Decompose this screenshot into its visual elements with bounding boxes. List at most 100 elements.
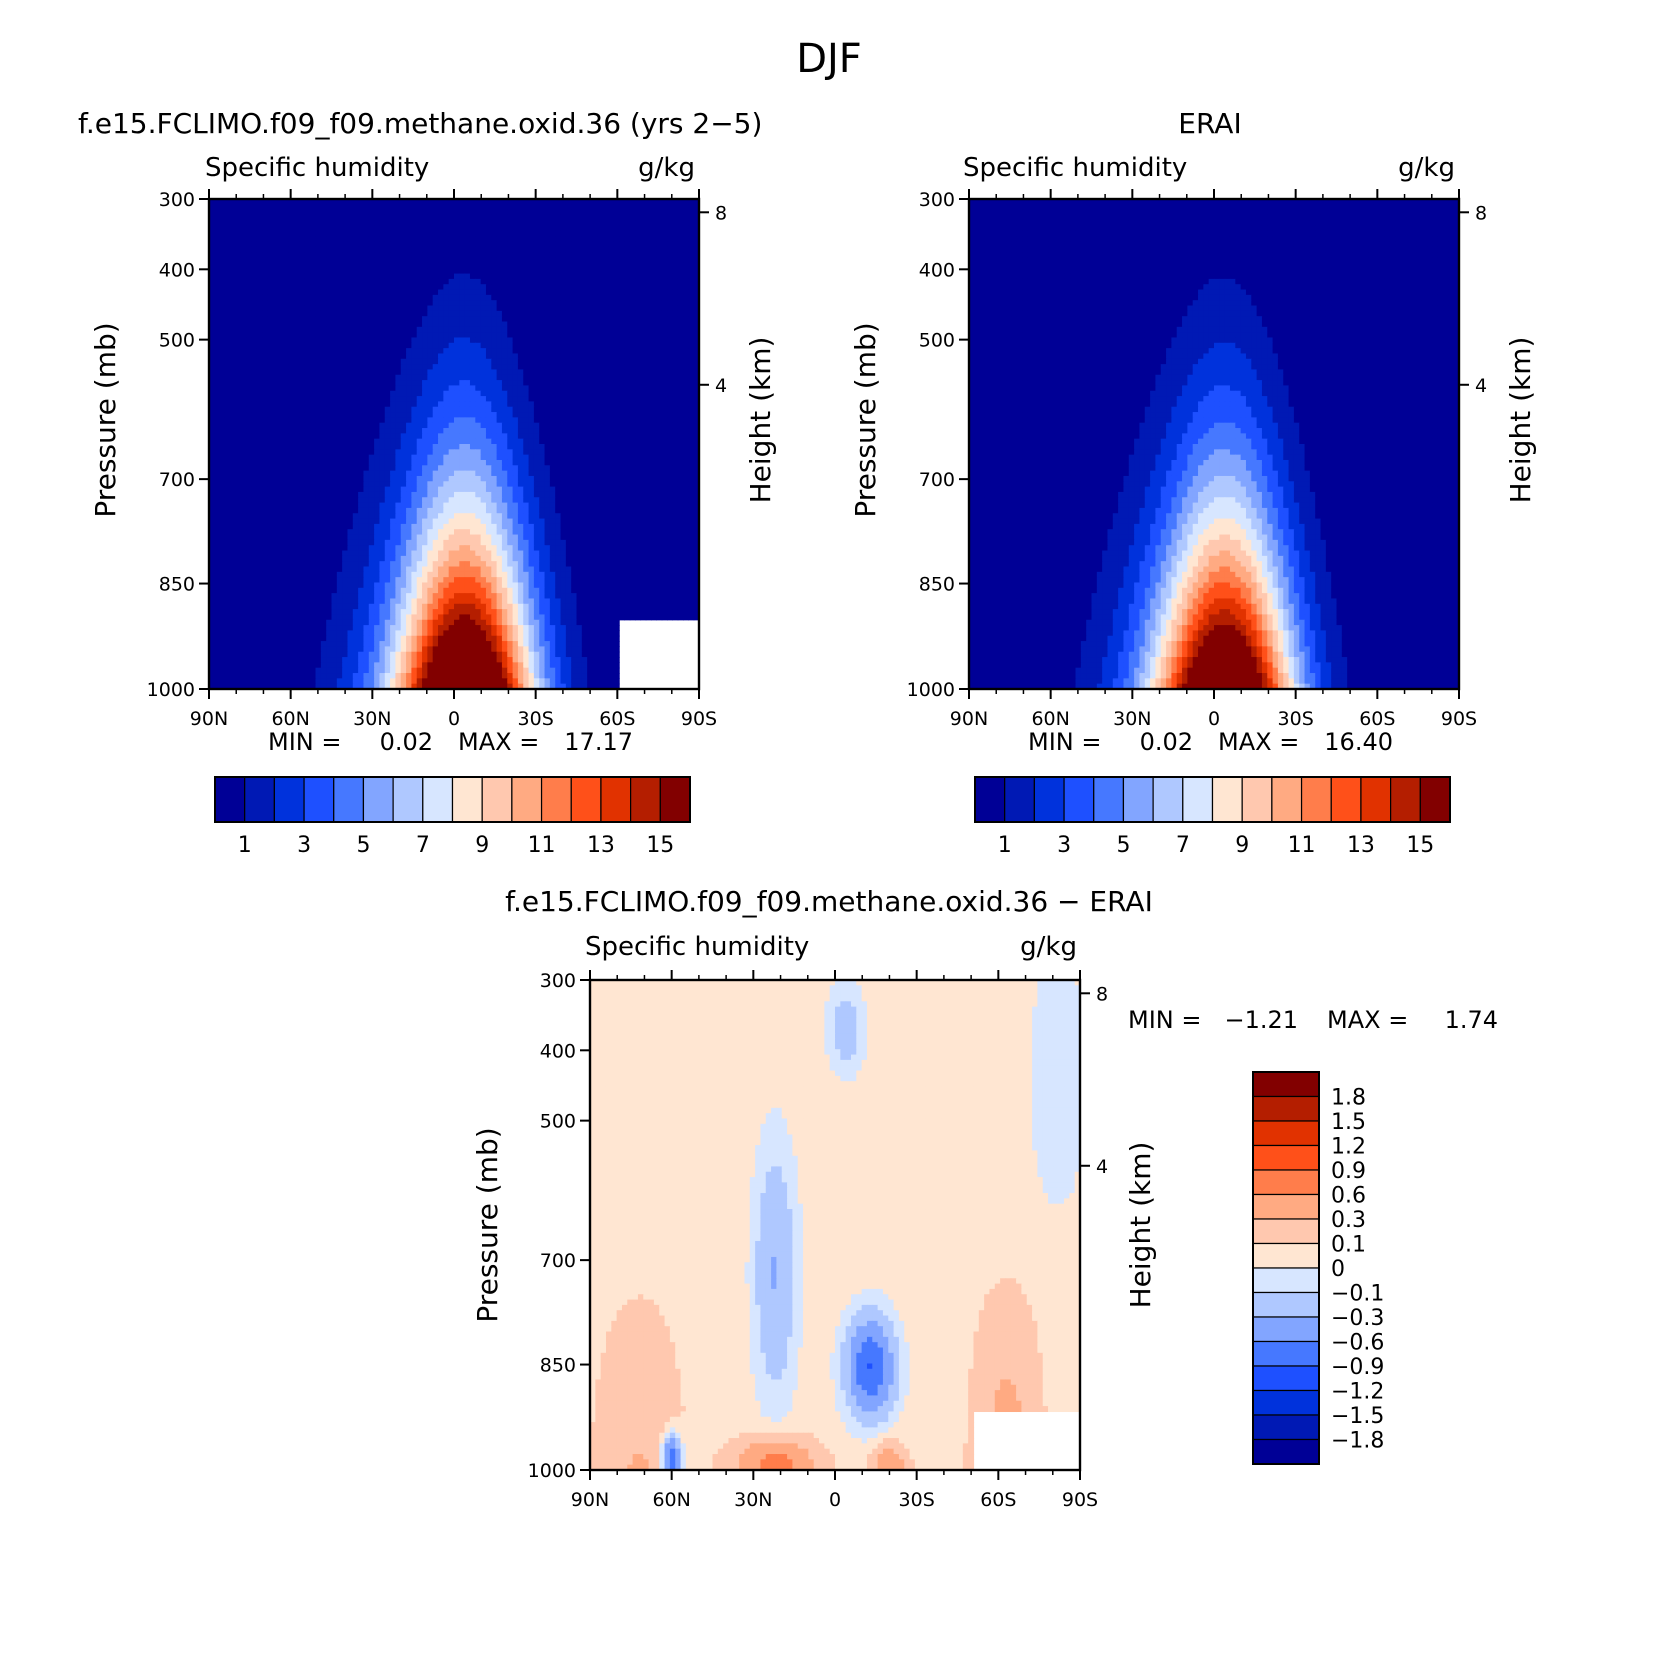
contour-cell [491,284,497,290]
contour-cell [427,391,433,397]
contour-cell [688,258,694,264]
contour-cell [465,412,471,418]
contour-cell [672,268,678,274]
contour-cell [491,263,497,269]
contour-cell [497,375,503,381]
contour-cell [449,252,455,258]
contour-cell [411,375,417,381]
contour-cell [523,481,529,487]
contour-cell [358,215,364,221]
contour-cell [369,268,375,274]
contour-cell [550,210,556,216]
contour-cell [640,268,646,274]
contour-cell [300,465,306,471]
contour-cell [230,359,236,365]
contour-cell [401,364,407,370]
contour-cell [651,311,657,317]
contour-cell [635,423,641,429]
contour-cell [332,460,338,466]
contour-cell [630,242,636,248]
contour-cell [294,380,300,386]
contour-cell [582,284,588,290]
contour-cell [379,236,385,242]
contour-cell [438,460,444,466]
contour-cell [449,476,455,482]
contour-cell [523,322,529,328]
contour-cell [363,226,369,232]
contour-cell [268,396,274,402]
contour-cell [662,465,668,471]
contour-cell [433,231,439,237]
contour-cell [332,236,338,242]
contour-cell [236,316,242,322]
contour-cell [603,369,609,375]
contour-cell [475,242,481,248]
contour-cell [577,407,583,413]
contour-cell [268,423,274,429]
contour-cell [358,343,364,349]
contour-cell [465,391,471,397]
contour-cell [534,465,540,471]
contour-cell [363,465,369,471]
contour-cell [427,385,433,391]
contour-cell [454,465,460,471]
contour-cell [422,274,428,280]
contour-cell [411,337,417,343]
contour-cell [683,215,689,221]
contour-cell [427,460,433,466]
contour-cell [443,284,449,290]
contour-cell [385,423,391,429]
contour-cell [246,444,252,450]
contour-cell [624,401,630,407]
contour-cell [571,204,577,210]
contour-cell [358,449,364,455]
contour-cell [608,204,614,210]
contour-cell [273,284,279,290]
contour-cell [550,455,556,461]
contour-cell [561,322,567,328]
contour-cell [534,337,540,343]
contour-cell [369,476,375,482]
contour-cell [438,417,444,423]
contour-cell [598,231,604,237]
contour-cell [337,412,343,418]
contour-cell [289,247,295,253]
contour-cell [278,258,284,264]
contour-cell [619,455,625,461]
contour-cell [241,332,247,338]
contour-cell [433,337,439,343]
contour-cell [561,396,567,402]
contour-cell [491,433,497,439]
contour-cell [246,348,252,354]
contour-cell [326,364,332,370]
contour-cell [252,348,258,354]
contour-cell [662,279,668,285]
contour-cell [417,444,423,450]
contour-cell [353,274,359,280]
contour-cell [241,487,247,493]
contour-cell [491,316,497,322]
contour-cell [646,226,652,232]
contour-cell [481,274,487,280]
contour-cell [273,433,279,439]
contour-cell [220,311,226,317]
contour-cell [592,375,598,381]
contour-cell [518,455,524,461]
contour-cell [449,236,455,242]
contour-cell [305,316,311,322]
contour-cell [497,433,503,439]
contour-cell [502,407,508,413]
contour-cell [486,247,492,253]
contour-cell [337,385,343,391]
contour-cell [220,231,226,237]
contour-cell [513,279,519,285]
contour-cell [672,439,678,445]
contour-cell [529,322,535,328]
contour-cell [561,311,567,317]
contour-cell [443,481,449,487]
contour-cell [624,268,630,274]
contour-cell [475,343,481,349]
contour-cell [486,215,492,221]
contour-cell [507,401,513,407]
contour-cell [289,337,295,343]
